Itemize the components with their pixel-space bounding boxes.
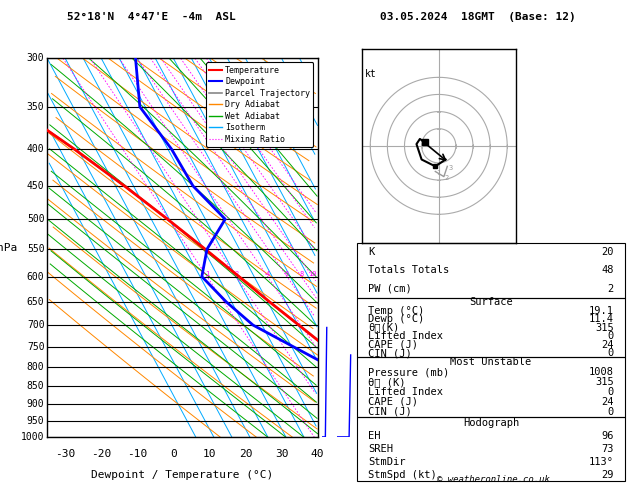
Text: -30: -30 <box>55 449 75 459</box>
Text: 350: 350 <box>27 102 45 112</box>
Text: 1: 1 <box>205 271 209 277</box>
Text: 96: 96 <box>601 431 614 441</box>
Text: 0: 0 <box>608 387 614 397</box>
Text: θᴇ(K): θᴇ(K) <box>368 323 399 332</box>
Text: θᴇ (K): θᴇ (K) <box>368 377 406 387</box>
Text: CIN (J): CIN (J) <box>368 407 412 417</box>
Text: 450: 450 <box>27 181 45 191</box>
Text: kt: kt <box>365 69 377 79</box>
Text: 30: 30 <box>275 449 288 459</box>
Text: 19.1: 19.1 <box>589 306 614 315</box>
Text: 700: 700 <box>27 320 45 330</box>
Text: Most Unstable: Most Unstable <box>450 357 532 367</box>
Text: Hodograph: Hodograph <box>463 418 519 428</box>
Text: © weatheronline.co.uk: © weatheronline.co.uk <box>437 474 550 484</box>
Text: CAPE (J): CAPE (J) <box>368 340 418 349</box>
Text: Dewpoint / Temperature (°C): Dewpoint / Temperature (°C) <box>91 469 274 480</box>
Bar <box>357 417 625 481</box>
Bar <box>357 298 625 357</box>
Text: Pressure (mb): Pressure (mb) <box>368 367 449 377</box>
Text: 20: 20 <box>239 449 252 459</box>
Text: 0: 0 <box>608 331 614 341</box>
Text: 40: 40 <box>311 449 325 459</box>
Text: 600: 600 <box>27 272 45 281</box>
Text: Temp (°C): Temp (°C) <box>368 306 424 315</box>
Text: 2: 2 <box>608 284 614 294</box>
Text: 400: 400 <box>27 144 45 154</box>
Bar <box>357 243 625 298</box>
Text: Lifted Index: Lifted Index <box>368 331 443 341</box>
Text: 850: 850 <box>27 381 45 391</box>
Text: 1000: 1000 <box>21 433 45 442</box>
Text: 24: 24 <box>601 397 614 407</box>
Text: StmDir: StmDir <box>368 457 406 467</box>
Bar <box>357 357 625 417</box>
Text: 315: 315 <box>595 323 614 332</box>
Text: Dewp (°C): Dewp (°C) <box>368 314 424 324</box>
Text: 800: 800 <box>27 362 45 372</box>
Text: 3: 3 <box>448 165 452 171</box>
Text: EH: EH <box>368 431 381 441</box>
Text: -10: -10 <box>127 449 147 459</box>
Text: Totals Totals: Totals Totals <box>368 265 449 276</box>
Text: 950: 950 <box>27 416 45 426</box>
Text: 300: 300 <box>27 53 45 63</box>
Text: 11.4: 11.4 <box>589 314 614 324</box>
Text: hPa: hPa <box>0 243 18 253</box>
Text: 650: 650 <box>27 297 45 307</box>
Text: 0: 0 <box>608 407 614 417</box>
Text: 315: 315 <box>595 377 614 387</box>
Text: 24: 24 <box>601 340 614 349</box>
Text: -20: -20 <box>91 449 111 459</box>
Text: 2: 2 <box>234 271 238 277</box>
Text: 10: 10 <box>308 271 317 277</box>
Text: Surface: Surface <box>469 297 513 307</box>
Text: 1: 1 <box>436 170 440 176</box>
Text: 6: 6 <box>285 271 289 277</box>
Text: 03.05.2024  18GMT  (Base: 12): 03.05.2024 18GMT (Base: 12) <box>380 12 576 22</box>
Text: 750: 750 <box>27 342 45 352</box>
Text: 20: 20 <box>601 247 614 257</box>
Text: 2: 2 <box>445 175 449 181</box>
Text: CIN (J): CIN (J) <box>368 348 412 358</box>
Text: 4: 4 <box>265 271 270 277</box>
Text: Lifted Index: Lifted Index <box>368 387 443 397</box>
Text: 10: 10 <box>203 449 216 459</box>
Text: SREH: SREH <box>368 444 393 454</box>
Text: 1008: 1008 <box>589 367 614 377</box>
Legend: Temperature, Dewpoint, Parcel Trajectory, Dry Adiabat, Wet Adiabat, Isotherm, Mi: Temperature, Dewpoint, Parcel Trajectory… <box>206 63 313 147</box>
Text: 900: 900 <box>27 399 45 409</box>
Text: 0: 0 <box>170 449 177 459</box>
Text: 29: 29 <box>601 469 614 480</box>
Text: 8: 8 <box>299 271 303 277</box>
Text: CAPE (J): CAPE (J) <box>368 397 418 407</box>
Text: 48: 48 <box>601 265 614 276</box>
Text: 500: 500 <box>27 214 45 224</box>
Text: 52°18'N  4°47'E  -4m  ASL: 52°18'N 4°47'E -4m ASL <box>67 12 235 22</box>
Text: K: K <box>368 247 374 257</box>
Text: 113°: 113° <box>589 457 614 467</box>
Text: StmSpd (kt): StmSpd (kt) <box>368 469 437 480</box>
Text: 0: 0 <box>608 348 614 358</box>
Text: 73: 73 <box>601 444 614 454</box>
Text: 550: 550 <box>27 244 45 254</box>
Text: PW (cm): PW (cm) <box>368 284 412 294</box>
